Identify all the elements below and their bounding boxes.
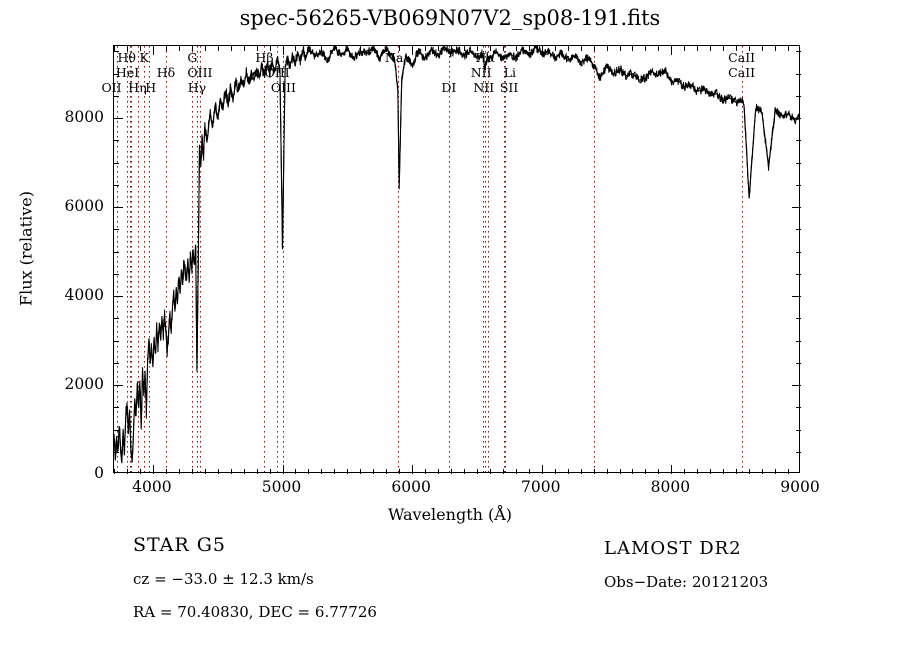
spectral-line-label: Hη <box>128 80 147 95</box>
plot-frame: OII Hθ HeI Hη K H Hδ G Hγ OIII Hβ OIII OIII Na DI Hα NII… <box>101 45 801 474</box>
x-tick-label: 7000 <box>521 478 561 496</box>
x-tick-label: 5000 <box>261 478 302 496</box>
spectral-line-markers-layer <box>117 46 743 472</box>
y-tick-label: 0 <box>94 464 104 482</box>
page-title: spec-56265-VB069N07V2_sp08-191.fits <box>239 6 661 30</box>
x-tick-label: 9000 <box>780 478 820 496</box>
spectral-line-label: HeI <box>115 65 140 80</box>
x-axis-title: Wavelength (Å) <box>387 505 513 524</box>
spectral-line-label: OIII <box>270 80 296 95</box>
x-tick-label: 4000 <box>132 478 172 496</box>
spectral-line-label: H <box>145 80 157 95</box>
spectral-line-label: G <box>187 50 198 65</box>
x-tick-label: 8000 <box>650 478 691 496</box>
y-tick-label: 8000 <box>64 108 104 127</box>
y-axis-title: Flux (relative) <box>16 191 36 306</box>
spectral-line-label: DI <box>441 80 457 95</box>
spectrum-curve <box>114 46 799 464</box>
spectral-line-label: Na <box>384 50 404 65</box>
y-tick-label: 2000 <box>64 375 104 394</box>
spectral-line-label: OIII <box>264 65 290 80</box>
spectral-line-label: OII <box>101 80 122 95</box>
y-tick-label: 4000 <box>64 286 104 305</box>
spectral-line-label: NII <box>473 80 495 95</box>
spectral-line-label: SII <box>499 80 519 95</box>
footer-coordinates: RA = 70.40830, DEC = 6.77726 <box>133 603 377 621</box>
spectral-line-label: CaII <box>728 65 756 80</box>
plot-area <box>114 46 799 472</box>
spectral-line-label: K <box>139 50 149 65</box>
spectral-line-label: OIII <box>187 65 213 80</box>
spectral-line-label: CaII <box>728 50 756 65</box>
spectral-line-label: Hβ <box>255 50 274 65</box>
spectral-line-label: Hγ <box>187 80 207 95</box>
footer-redshift-velocity: cz = −33.0 ± 12.3 km/s <box>133 570 314 588</box>
x-tick-label: 6000 <box>391 478 431 496</box>
spectral-line-label: NII <box>470 65 492 80</box>
spectral-line-label: Li <box>503 65 517 80</box>
spectral-line-label: Hα <box>475 50 495 65</box>
footer-object-class: STAR G5 <box>133 534 226 556</box>
spectral-line-label: Hθ <box>117 50 136 65</box>
footer-obs-date: Obs−Date: 20121203 <box>604 573 769 591</box>
y-tick-label: 6000 <box>64 197 104 216</box>
footer-survey-name: LAMOST DR2 <box>604 538 742 559</box>
spectral-line-label: Hδ <box>156 65 176 80</box>
